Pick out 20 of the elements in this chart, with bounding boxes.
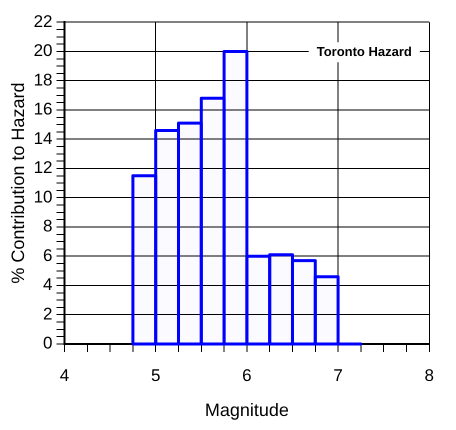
y-tick-label: 2 bbox=[43, 304, 53, 324]
y-tick-label: 18 bbox=[34, 70, 53, 90]
annotation: Toronto Hazard bbox=[316, 44, 412, 59]
y-tick-label: 6 bbox=[43, 246, 53, 265]
x-tick-label: 8 bbox=[424, 366, 434, 385]
y-tick-label: 22 bbox=[34, 12, 53, 31]
x-tick-label: 7 bbox=[333, 366, 343, 385]
y-tick-label: 16 bbox=[34, 100, 53, 119]
y-tick-label: 8 bbox=[43, 216, 53, 236]
x-tick-label: 6 bbox=[242, 366, 252, 385]
y-tick-label: 14 bbox=[34, 128, 53, 148]
x-tick-label: 4 bbox=[60, 366, 70, 385]
y-tick-label: 12 bbox=[34, 158, 53, 178]
x-axis-title: Magnitude bbox=[204, 400, 289, 420]
x-tick-label: 5 bbox=[150, 366, 160, 385]
y-tick-label: 0 bbox=[43, 334, 53, 353]
y-tick-label: 4 bbox=[43, 275, 53, 294]
y-tick-label: 10 bbox=[34, 187, 53, 206]
y-tick-label: 20 bbox=[34, 41, 53, 60]
y-axis-title: % Contribution to Hazard bbox=[8, 82, 28, 284]
